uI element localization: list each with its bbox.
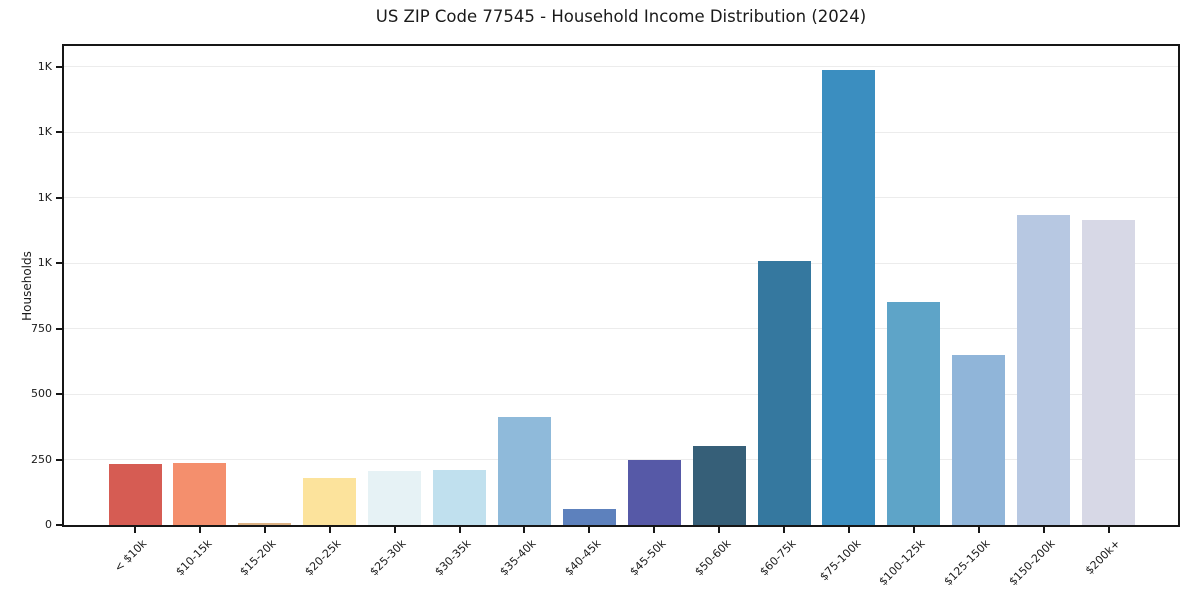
y-tick-mark (56, 131, 62, 134)
gridline (64, 197, 1178, 199)
bar-10k (108, 463, 162, 525)
x-tick-mark (198, 527, 201, 533)
x-tick-mark (1107, 527, 1110, 533)
bar-30-35k (433, 469, 486, 525)
bar-100-125k (887, 302, 941, 525)
x-tick-mark (588, 527, 591, 533)
bar-50-60k (692, 446, 746, 525)
gridline (64, 393, 1178, 395)
y-tick-mark (56, 262, 62, 265)
x-tick-mark (977, 527, 980, 533)
y-tick-mark (56, 196, 62, 199)
x-tick-mark (263, 527, 266, 533)
plot-area (62, 44, 1180, 527)
bar-20-25k (303, 477, 357, 525)
bar-200k (1082, 219, 1135, 525)
bar-25-30k (368, 471, 422, 525)
y-tick-label: 750 (31, 321, 52, 335)
bar-60-75k (757, 261, 811, 525)
bar-35-40k (497, 417, 551, 525)
bar-15-20k (238, 522, 292, 525)
x-tick-mark (783, 527, 785, 533)
bar-150-200k (1017, 214, 1071, 525)
chart-title: US ZIP Code 77545 - Household Income Dis… (375, 7, 867, 26)
x-tick-mark (134, 527, 136, 533)
bar-45-50k (627, 460, 681, 525)
y-tick-label: 1K (37, 256, 52, 270)
x-tick-mark (718, 527, 721, 533)
x-tick-mark (328, 527, 331, 533)
x-tick-mark (1042, 527, 1045, 533)
y-tick-mark (56, 65, 62, 68)
gridline (64, 328, 1178, 330)
gridline (64, 262, 1178, 264)
x-tick-mark (393, 527, 396, 533)
y-tick-label: 1K (37, 125, 52, 139)
bar-10-15k (173, 462, 227, 525)
x-tick-mark (912, 527, 915, 533)
y-tick-mark (56, 458, 62, 461)
y-tick-label: 500 (31, 387, 52, 401)
y-tick-mark (56, 524, 62, 526)
x-tick-mark (653, 527, 656, 533)
y-tick-label: 1K (37, 190, 52, 204)
x-tick-mark (847, 527, 850, 533)
x-tick-mark (458, 527, 461, 533)
y-tick-mark (56, 393, 62, 396)
bar-75-100k (822, 70, 876, 525)
x-tick-mark (523, 527, 526, 533)
gridline (64, 459, 1178, 461)
gridline (64, 131, 1178, 133)
y-tick-label: 250 (31, 452, 52, 466)
y-tick-label: 1K (37, 59, 52, 73)
y-tick-mark (56, 327, 62, 330)
bar-125-150k (952, 354, 1006, 525)
y-tick-label: 0 (45, 518, 52, 531)
bar-40-45k (562, 508, 616, 525)
gridline (64, 66, 1178, 68)
